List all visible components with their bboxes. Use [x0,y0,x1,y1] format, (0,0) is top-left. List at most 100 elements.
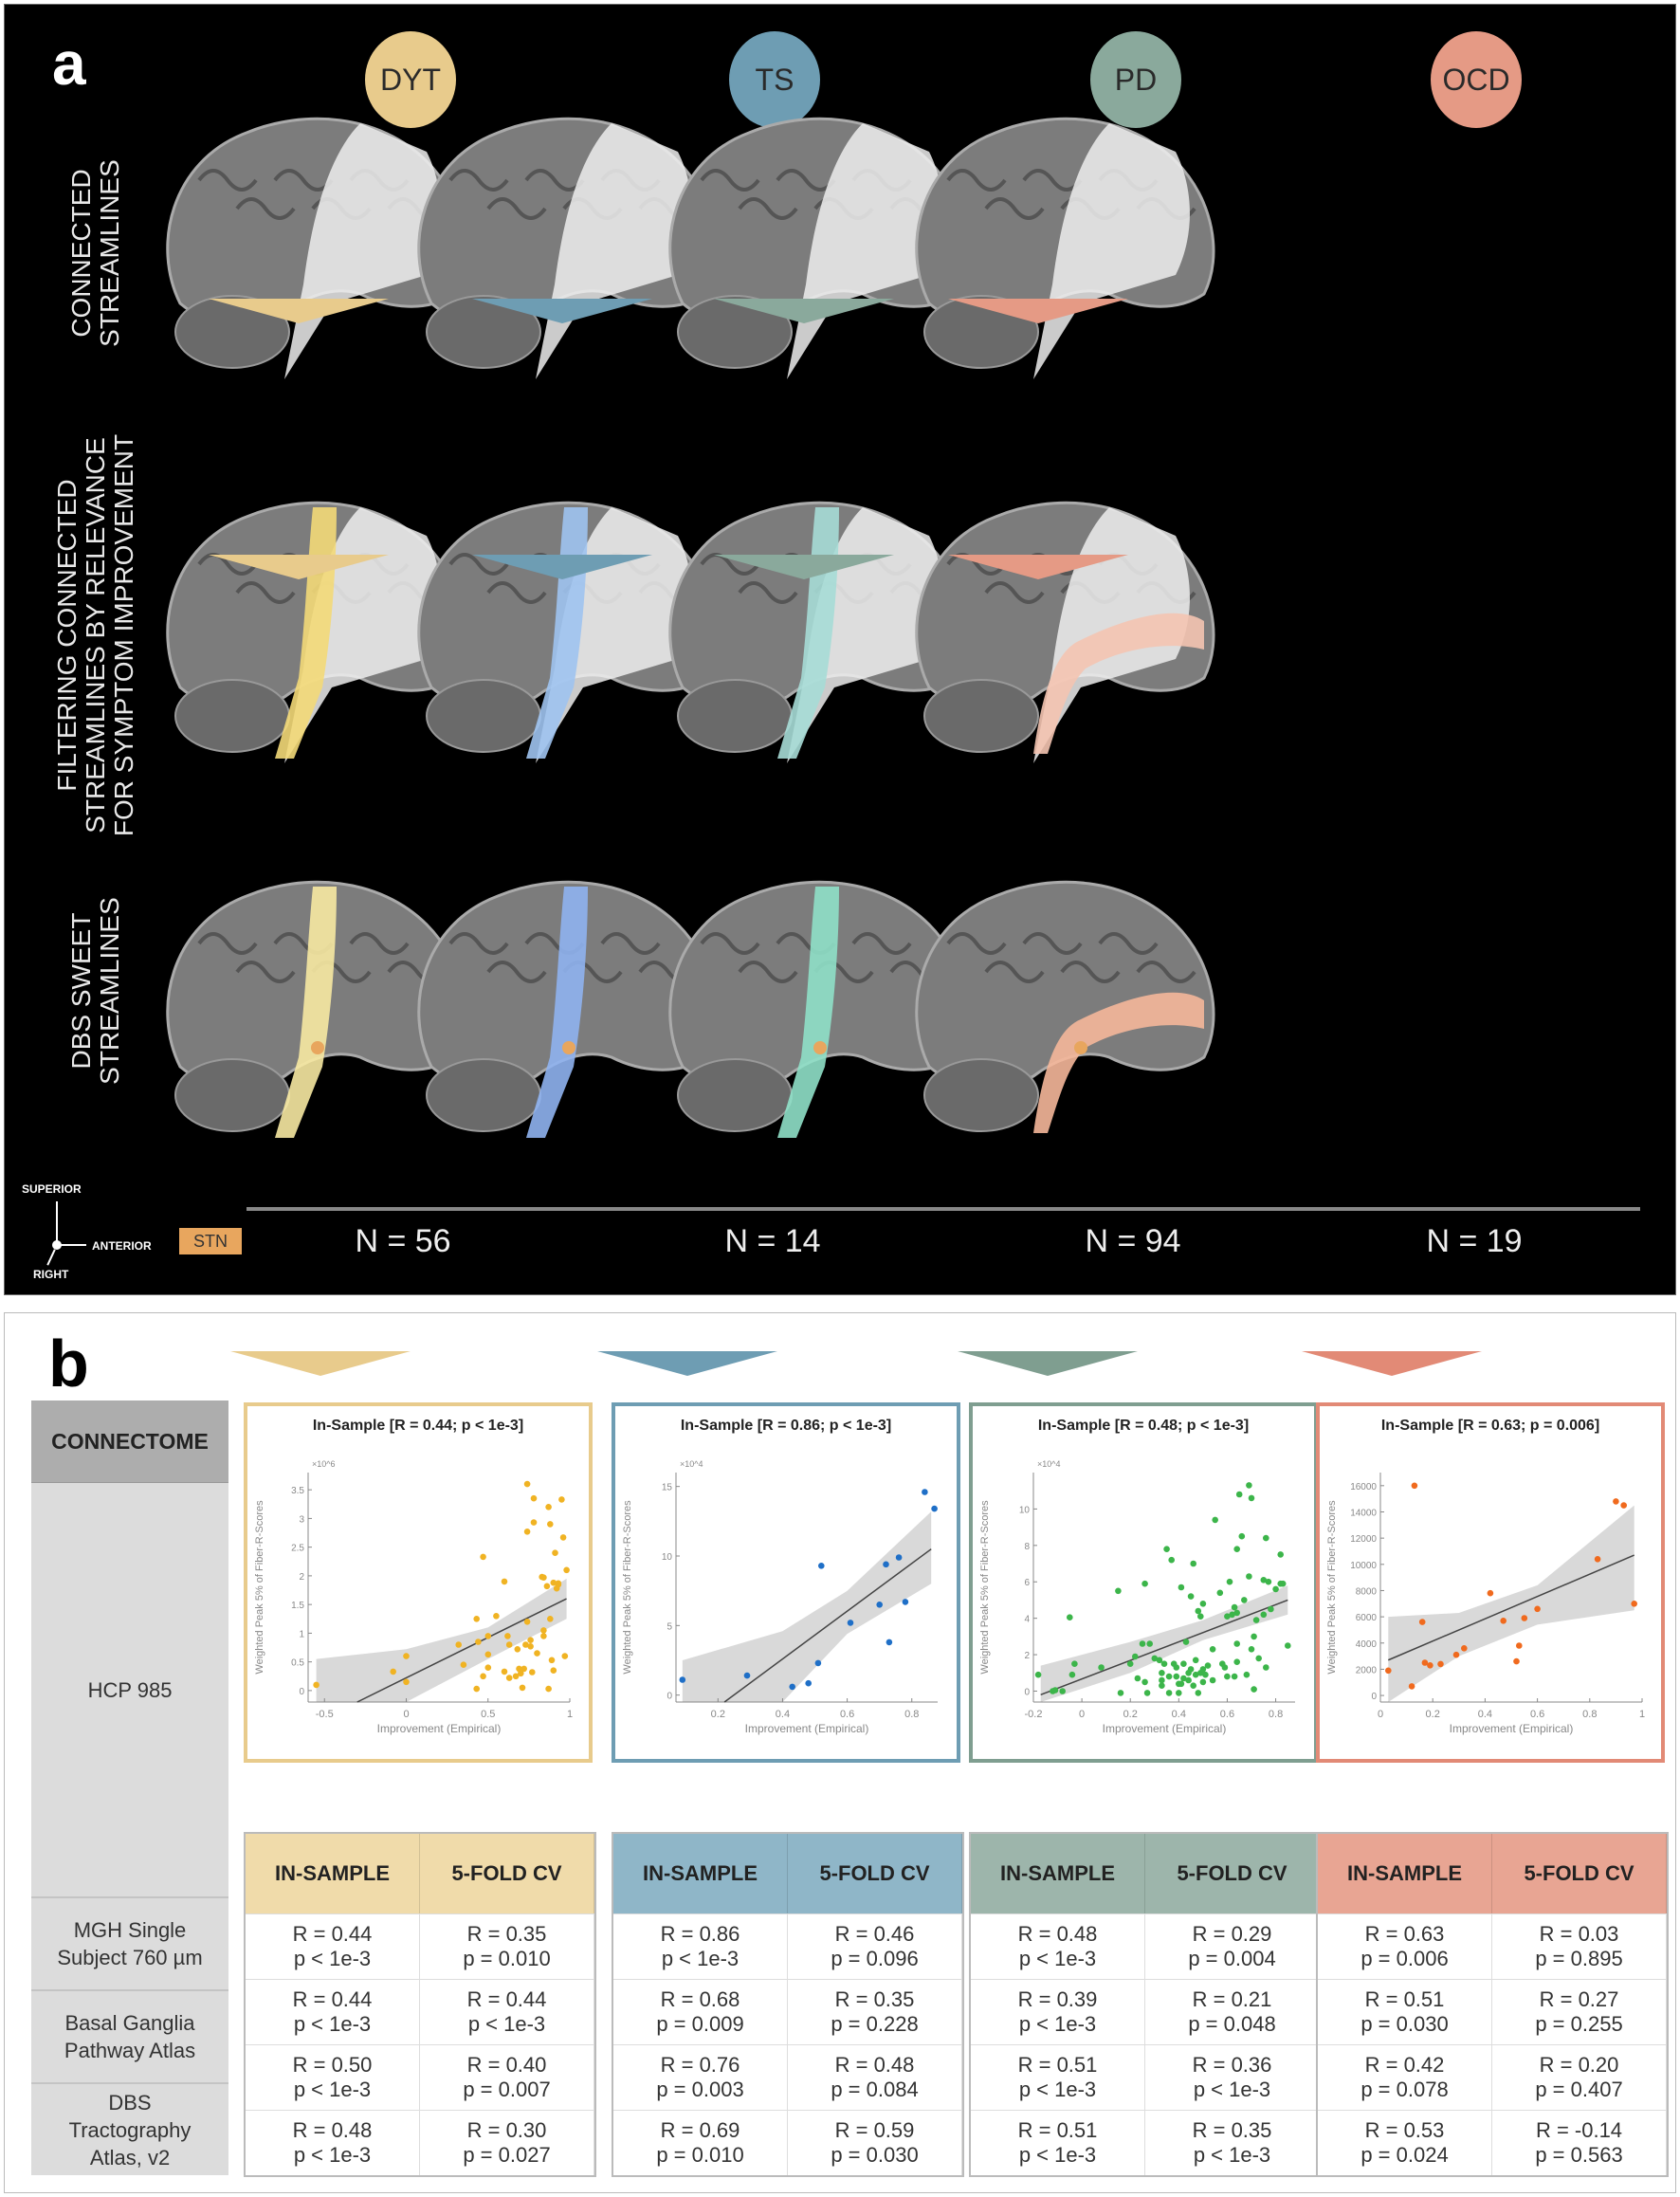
data-point [563,1566,570,1574]
arrow-down-icon [472,299,652,323]
data-point [679,1676,686,1683]
data-point [1126,1660,1134,1667]
gyrus-line [1060,961,1121,983]
gyrus-line [524,169,585,192]
data-point [1233,1609,1240,1617]
y-tick-label: 16000 [1350,1482,1377,1492]
data-point [1248,1646,1255,1653]
y-tick-label: 0 [1371,1692,1377,1702]
data-point [1513,1657,1520,1665]
cv-value: R = 0.44 p < 1e-3 [420,1979,594,2044]
cv-value: R = 0.03 p = 0.895 [1492,1913,1667,1979]
data-point [1190,1560,1196,1567]
data-point [1180,1660,1187,1667]
plot-title: In-Sample [R = 0.63; p = 0.006] [1380,1418,1600,1434]
cv-value: R = 0.46 p = 0.096 [788,1913,962,1979]
results-table-dyt: IN-SAMPLE 5-FOLD CV R = 0.44 p < 1e-3 R = 0… [244,1832,596,2177]
data-point [902,1599,909,1605]
gyrus-line [984,197,1045,220]
y-axis-label: Weighted Peak 5% of Fiber-R-Scores [254,1500,265,1675]
in-sample-value: R = 0.48 p < 1e-3 [246,2110,420,2175]
data-point [484,1633,492,1639]
data-point [1134,1675,1141,1682]
data-point [1277,1551,1284,1558]
in-sample-value: R = 0.86 p < 1e-3 [613,1913,788,1979]
disease-badge-dyt: DYT [365,31,456,128]
data-point [1141,1580,1148,1587]
brain-image-ocd-row3 [891,858,1233,1143]
axis-origin-icon [52,1240,62,1250]
in-sample-value: R = 0.51 p < 1e-3 [971,2044,1145,2110]
arrow-down-icon [209,299,389,323]
in-sample-value: R = 0.53 p = 0.024 [1318,2110,1492,2175]
data-point [1251,1633,1257,1640]
data-point [527,1637,534,1643]
arrow-down-icon [472,555,652,579]
data-point [1238,1532,1246,1540]
regression-line [1387,1554,1635,1661]
data-point [545,1504,552,1510]
column-header-5-fold-cv: 5-FOLD CV [788,1834,962,1913]
in-sample-value: R = 0.51 p = 0.030 [1318,1979,1492,2044]
data-point [540,1633,547,1639]
data-point [1034,1671,1042,1678]
data-point [1159,1682,1165,1689]
y-tick-label: 4000 [1356,1639,1378,1650]
data-point [1521,1615,1528,1621]
data-point [475,1639,482,1645]
gyrus-line [700,932,760,955]
gyrus-line [946,169,1007,192]
data-point [480,1673,486,1680]
cerebellum-shape [426,1058,541,1132]
data-point [1176,1680,1182,1688]
data-point [493,1613,500,1620]
y-tick-label: 1.5 [291,1601,304,1611]
data-point [512,1673,520,1680]
gyrus-line [738,961,798,983]
cv-value: R = 0.48 p = 0.084 [788,2044,962,2110]
data-point [484,1664,492,1671]
x-tick-label: -0.5 [316,1709,334,1720]
gyrus-line [235,961,296,983]
data-point [1263,1664,1269,1671]
y-tick-label: 0 [1024,1687,1030,1697]
data-point [548,1657,556,1664]
connectome-dbs-tractography: DBS Tractography Atlas, v2 [31,2084,228,2175]
data-point [1226,1578,1233,1585]
x-tick-label: 0.5 [481,1709,495,1720]
data-point [1251,1686,1257,1693]
cerebellum-shape [426,679,541,753]
data-point [1534,1605,1541,1613]
x-axis-label: Improvement (Empirical) [377,1722,502,1735]
data-point [1235,1491,1243,1498]
arrow-down-icon [1302,1351,1482,1376]
regression-line [723,1548,932,1703]
results-table-ts: IN-SAMPLE 5-FOLD CV R = 0.86 p < 1e-3 R = 0… [612,1832,964,2177]
panel-b: b CONNECTOME HCP 985 MGH Single Subject … [4,1312,1676,2193]
data-point [1216,1589,1224,1597]
data-point [505,1675,513,1681]
data-point [1408,1683,1415,1690]
x-tick-label: 0 [1378,1709,1383,1720]
data-point [1143,1690,1151,1696]
results-table-pd: IN-SAMPLE 5-FOLD CV R = 0.48 p < 1e-3 R = 0… [969,1832,1322,2177]
data-point [473,1616,480,1622]
data-point [455,1641,462,1648]
divider [247,1207,1640,1211]
cv-value: R = 0.40 p = 0.007 [420,2044,594,2110]
y-tick-label: 6000 [1356,1613,1378,1623]
cv-value: R = 0.59 p = 0.030 [788,2110,962,2175]
gyrus-line [197,932,258,955]
data-point [1146,1640,1153,1647]
data-point [1487,1589,1494,1597]
data-point [1173,1664,1180,1671]
y-tick-label: 4 [1024,1615,1030,1625]
gyrus-line [349,932,410,955]
gyrus-line [448,932,509,955]
y-tick-label: 0 [299,1687,304,1697]
gyrus-line [851,932,912,955]
data-point [1192,1671,1199,1678]
results-table-ocd: IN-SAMPLE 5-FOLD CV R = 0.63 p = 0.006 R = … [1316,1832,1669,2177]
data-point [558,1496,565,1503]
data-point [743,1672,751,1679]
